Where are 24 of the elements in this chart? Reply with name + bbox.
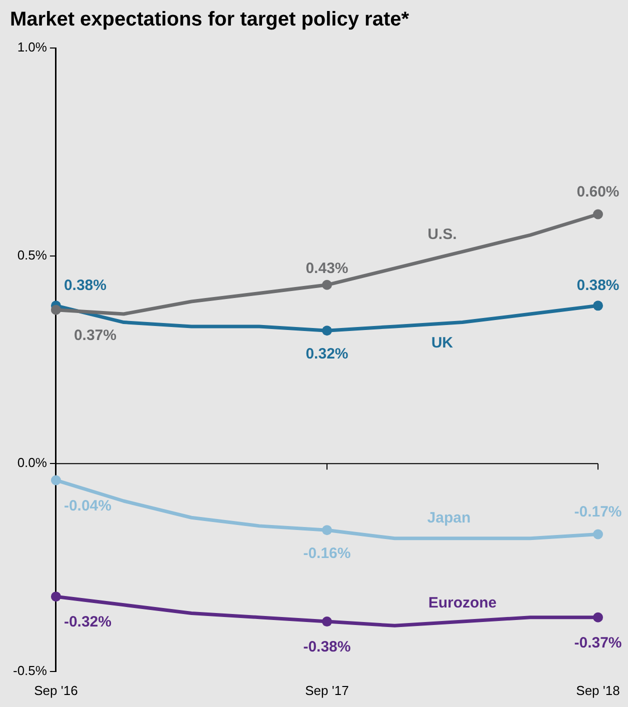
data-label: -0.32% xyxy=(64,614,112,631)
series-label: UK xyxy=(431,334,454,352)
data-label: 0.60% xyxy=(576,183,620,200)
data-label: -0.37% xyxy=(574,634,622,652)
data-label: 0.38% xyxy=(576,276,620,294)
chart-title: Market expectations for target policy rate* xyxy=(10,8,410,31)
data-label: 0.43% xyxy=(306,260,348,278)
y-tick-label: 0.5% xyxy=(17,247,48,262)
data-label: -0.38% xyxy=(303,638,351,656)
y-tick-label: -0.5% xyxy=(12,662,48,678)
data-label: -0.04% xyxy=(64,497,112,514)
data-label: -0.16% xyxy=(303,545,351,562)
data-label: 0.37% xyxy=(74,326,117,344)
data-label: 0.38% xyxy=(64,276,107,294)
data-label: 0.32% xyxy=(306,346,348,363)
y-tick-label: 1.0% xyxy=(17,40,48,55)
x-tick-label: Sep '17 xyxy=(305,682,349,698)
y-tick-label: 0.0% xyxy=(17,455,48,470)
series-label: U.S. xyxy=(428,226,457,243)
x-tick-label: Sep '18 xyxy=(576,682,620,698)
series-label: Eurozone xyxy=(428,594,497,612)
x-tick-label: Sep '16 xyxy=(34,682,78,698)
series-label: Japan xyxy=(427,510,471,527)
data-label: -0.17% xyxy=(574,503,622,520)
